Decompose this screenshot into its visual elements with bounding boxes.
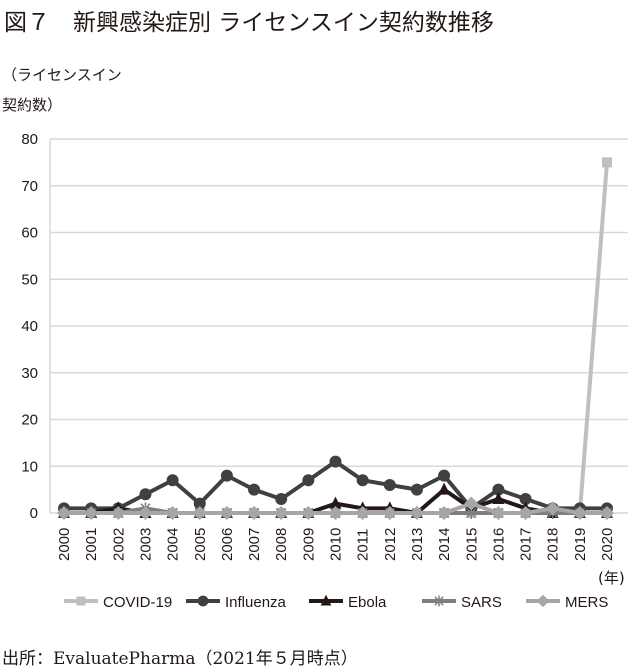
x-tick-label: 2017 (518, 528, 535, 561)
legend-marker (320, 594, 332, 606)
y-tick-label: 30 (21, 365, 38, 382)
data-point (193, 497, 206, 510)
data-point (464, 496, 479, 511)
data-point (356, 474, 369, 487)
x-tick-label: 2009 (300, 528, 317, 561)
data-point (438, 469, 451, 482)
x-tick-label: 2004 (165, 528, 182, 561)
data-point (572, 506, 587, 520)
data-point (219, 506, 234, 520)
x-tick-label: 2005 (192, 528, 209, 561)
source-note: 出所：EvaluatePharma（2021年５月時点） (2, 649, 358, 669)
x-tick-label: 2020 (599, 528, 616, 561)
data-point (111, 506, 126, 520)
data-point (438, 482, 451, 495)
x-axis-unit-label: (年) (598, 569, 625, 587)
data-point (602, 157, 612, 168)
data-point (220, 469, 233, 482)
data-point (382, 506, 397, 520)
data-point (329, 455, 342, 468)
x-tick-label: 2006 (219, 528, 236, 561)
data-point (518, 506, 533, 520)
legend-label: SARS (461, 594, 502, 611)
x-tick-label: 2019 (572, 528, 589, 561)
x-tick-label: 2008 (273, 528, 290, 561)
series-mers (57, 496, 614, 520)
x-tick-label: 2016 (490, 528, 507, 561)
data-point (192, 506, 207, 520)
x-tick-label: 2018 (545, 528, 562, 561)
data-point (410, 483, 423, 496)
legend-label: MERS (565, 594, 608, 611)
y-axis-label-line-2: 契約数） (2, 96, 62, 114)
y-axis-label-line-1: （ライセンスイン (2, 66, 122, 84)
data-point (383, 478, 396, 491)
x-tick-label: 2002 (110, 528, 127, 561)
data-point (437, 506, 452, 520)
x-tick-label: 2011 (355, 529, 372, 561)
data-point (355, 506, 370, 520)
data-point (57, 506, 71, 520)
legend-marker (76, 596, 86, 606)
x-tick-label: 2000 (56, 528, 73, 561)
legend-item-ebola: Ebola (309, 594, 387, 611)
data-point (274, 506, 289, 520)
data-point (302, 474, 315, 487)
x-tick-label: 2003 (137, 528, 154, 561)
legend-item-sars: SARS (422, 594, 502, 611)
y-tick-label: 20 (21, 412, 38, 429)
data-point (519, 492, 532, 505)
legend-label: COVID-19 (103, 594, 172, 611)
legend-item-mers: MERS (526, 594, 608, 611)
x-tick-label: 2014 (436, 528, 453, 561)
data-point (138, 506, 153, 520)
y-tick-label: 40 (21, 318, 38, 335)
data-point (329, 496, 342, 509)
y-tick-label: 50 (21, 271, 38, 288)
x-tick-label: 2013 (409, 528, 426, 561)
data-point (465, 507, 478, 519)
y-tick-label: 0 (30, 505, 38, 522)
y-tick-label: 80 (21, 131, 38, 148)
x-tick-label: 2015 (463, 528, 480, 561)
y-tick-label: 60 (21, 225, 38, 242)
data-point (301, 506, 316, 520)
x-tick-label: 2012 (382, 528, 399, 561)
legend-marker (197, 595, 209, 607)
data-point (248, 483, 261, 496)
data-point (545, 501, 560, 516)
legend-label: Influenza (225, 594, 287, 611)
x-tick-label: 2001 (83, 528, 100, 561)
data-point (84, 506, 99, 520)
x-tick-label: 2010 (328, 528, 345, 561)
chart-title: 図７ 新興感染症別 ライセンスイン契約数推移 (4, 10, 494, 36)
legend-item-covid-19: COVID-19 (64, 594, 172, 611)
data-point (492, 483, 505, 496)
y-tick-label: 10 (21, 458, 38, 475)
legend-marker (536, 594, 550, 608)
data-point (492, 491, 505, 504)
data-point (491, 506, 506, 520)
data-point (165, 506, 180, 520)
data-point (409, 506, 424, 520)
data-point (275, 492, 288, 505)
data-point (166, 474, 179, 487)
x-tick-label: 2007 (246, 528, 263, 561)
data-point (600, 506, 614, 520)
data-point (139, 488, 152, 501)
data-point (247, 506, 262, 520)
legend-item-influenza: Influenza (186, 594, 287, 611)
y-tick-label: 70 (21, 178, 38, 195)
data-point (328, 506, 343, 520)
legend-marker (433, 595, 445, 607)
legend-label: Ebola (348, 594, 387, 611)
